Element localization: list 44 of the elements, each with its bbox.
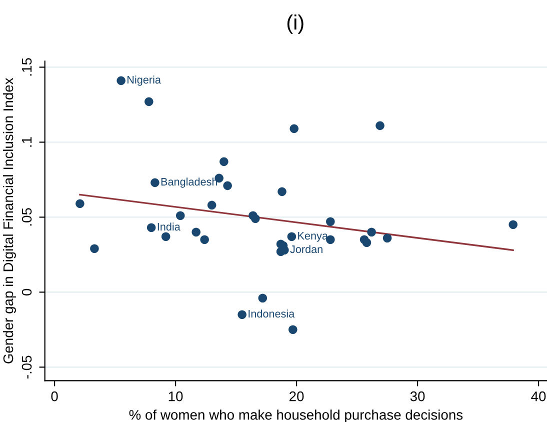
annotation: Kenya — [298, 232, 328, 242]
point — [76, 199, 84, 208]
point — [90, 244, 99, 254]
y-tick-label: -.05 — [22, 356, 32, 378]
point — [220, 157, 228, 166]
point — [238, 310, 246, 320]
annotation: Bangladesh — [161, 178, 218, 188]
point — [251, 214, 260, 224]
point — [290, 124, 299, 134]
point — [508, 220, 518, 230]
y-tick-label: 0 — [22, 288, 32, 296]
point — [376, 121, 384, 130]
x-tick-label: 40 — [531, 391, 546, 402]
point — [176, 211, 185, 220]
x-tick-label: 20 — [290, 391, 304, 402]
point — [200, 235, 209, 244]
point — [144, 97, 154, 106]
point — [223, 181, 232, 190]
point — [362, 238, 372, 248]
point — [288, 325, 298, 334]
annotation: Indonesia — [248, 310, 295, 318]
annotation: India — [158, 222, 180, 231]
point — [116, 76, 126, 86]
point — [150, 178, 160, 188]
y-tick-label: .15 — [22, 58, 32, 76]
point — [146, 223, 156, 232]
x-tick-label: 30 — [410, 391, 425, 402]
point — [258, 294, 268, 303]
y-axis-title: Gender gap in Digital Financial Inclusion Index — [2, 78, 16, 364]
y-tick-label: .1 — [22, 137, 32, 147]
annotation: Nigeria — [128, 76, 161, 86]
point — [278, 187, 286, 196]
y-tick-label: .05 — [22, 208, 32, 226]
annotation: Jordan — [290, 245, 322, 254]
x-tick-label: 0 — [51, 391, 58, 402]
x-tick-label: 10 — [168, 391, 183, 402]
point — [207, 200, 216, 210]
point — [192, 228, 200, 237]
chart-title: (i) — [287, 14, 304, 34]
point — [287, 232, 296, 242]
point — [382, 234, 392, 243]
point — [161, 232, 170, 242]
point — [326, 217, 335, 226]
point — [367, 228, 376, 237]
